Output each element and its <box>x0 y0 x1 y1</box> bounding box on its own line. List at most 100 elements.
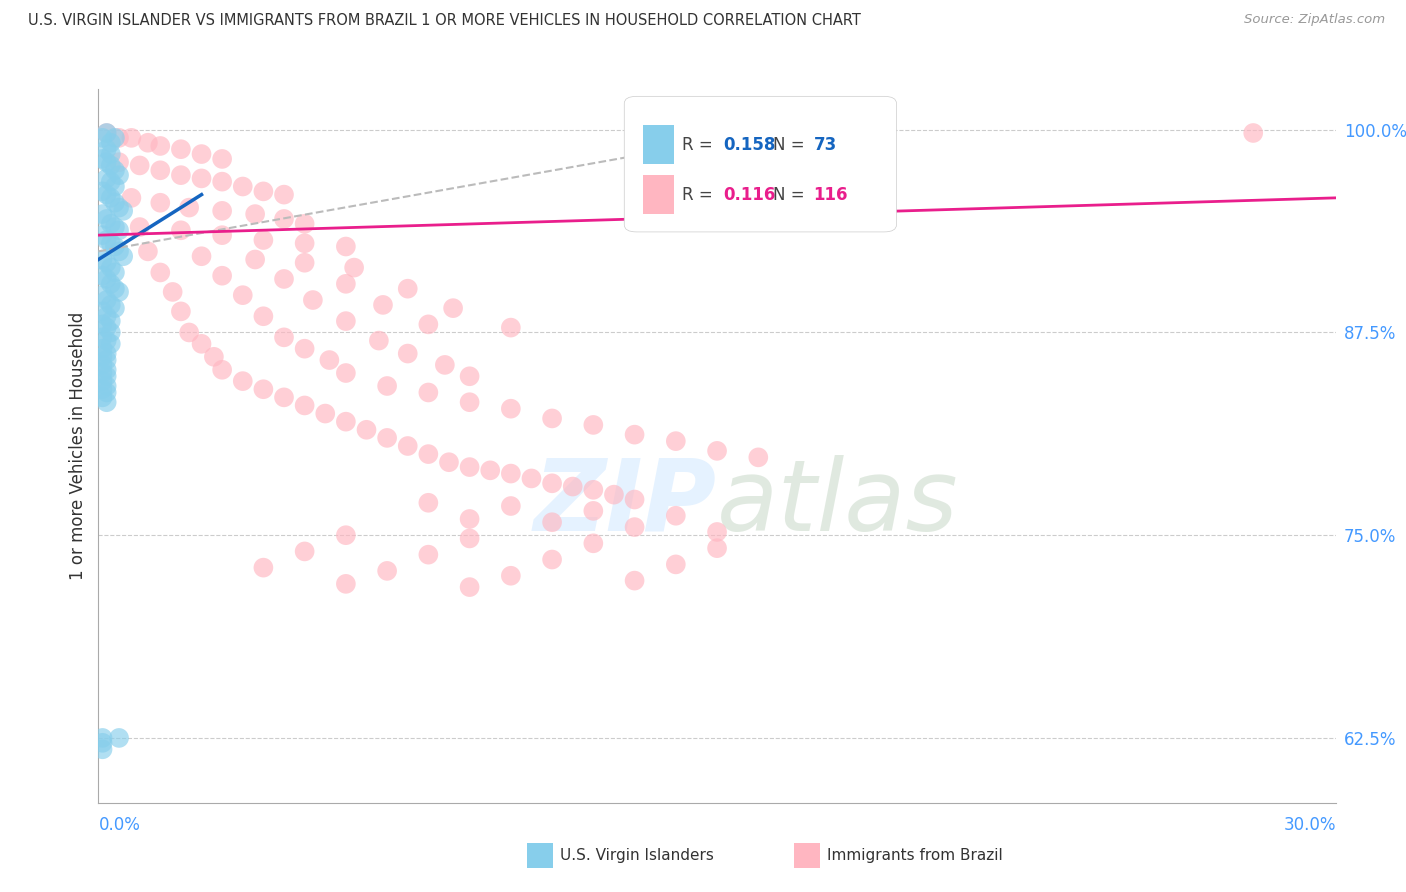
Point <box>706 541 728 556</box>
Point <box>104 282 127 296</box>
Point <box>499 568 522 582</box>
Point <box>108 155 131 169</box>
Point <box>520 471 543 485</box>
Point <box>499 467 522 481</box>
Point <box>108 285 131 299</box>
Point <box>418 496 440 510</box>
Point <box>112 249 135 263</box>
Point <box>371 298 394 312</box>
Point <box>603 488 626 502</box>
Point <box>302 293 325 307</box>
Text: Source: ZipAtlas.com: Source: ZipAtlas.com <box>1244 13 1385 27</box>
Point <box>91 330 114 344</box>
Point <box>343 260 366 275</box>
Point <box>211 363 233 377</box>
Point <box>100 298 122 312</box>
Point <box>108 131 131 145</box>
Point <box>418 318 440 332</box>
Point <box>665 508 688 523</box>
Point <box>294 544 316 558</box>
Point <box>112 203 135 218</box>
FancyBboxPatch shape <box>624 96 897 232</box>
Point <box>623 520 645 534</box>
Point <box>91 736 114 750</box>
Point <box>91 366 114 380</box>
Point <box>243 252 266 267</box>
Point <box>458 369 481 384</box>
Point <box>211 228 233 243</box>
Point <box>273 187 295 202</box>
Point <box>232 179 254 194</box>
Point <box>623 492 645 507</box>
Point <box>211 268 233 283</box>
Point <box>91 228 114 243</box>
Point <box>433 358 456 372</box>
Point <box>294 236 316 251</box>
Point <box>100 191 122 205</box>
Text: 116: 116 <box>814 186 848 203</box>
Point <box>104 301 127 315</box>
Point <box>441 301 464 315</box>
Point <box>104 265 127 279</box>
Point <box>91 252 114 267</box>
Point <box>458 580 481 594</box>
Point <box>96 155 118 169</box>
Point <box>418 447 440 461</box>
Point <box>100 136 122 150</box>
Point <box>91 742 114 756</box>
Point <box>104 195 127 210</box>
Point <box>243 207 266 221</box>
Text: 0.158: 0.158 <box>723 136 776 153</box>
Point <box>100 147 122 161</box>
Point <box>100 158 122 172</box>
Point <box>252 233 274 247</box>
Point <box>179 201 201 215</box>
Text: Immigrants from Brazil: Immigrants from Brazil <box>827 848 1002 863</box>
Text: R =: R = <box>682 186 718 203</box>
Point <box>96 187 118 202</box>
Point <box>96 346 118 360</box>
Point <box>91 288 114 302</box>
Point <box>96 385 118 400</box>
Point <box>96 126 118 140</box>
Point <box>541 411 564 425</box>
Point <box>91 342 114 356</box>
Point <box>91 268 114 283</box>
Point <box>418 385 440 400</box>
Point <box>273 211 295 226</box>
Point <box>273 390 295 404</box>
Point <box>294 217 316 231</box>
Point <box>91 350 114 364</box>
Point <box>170 142 193 156</box>
Point <box>170 168 193 182</box>
Point <box>108 201 131 215</box>
Point <box>252 185 274 199</box>
Point <box>252 382 274 396</box>
Text: ZIP: ZIP <box>534 455 717 551</box>
Point <box>202 350 225 364</box>
Point <box>100 326 122 340</box>
Point <box>375 431 398 445</box>
Point <box>96 256 118 270</box>
Point <box>318 353 340 368</box>
Point <box>96 395 118 409</box>
Point <box>375 564 398 578</box>
Point <box>211 203 233 218</box>
Text: R =: R = <box>682 136 718 153</box>
Point <box>335 366 357 380</box>
Point <box>100 277 122 291</box>
Point <box>96 293 118 307</box>
Point <box>179 326 201 340</box>
Point <box>396 439 419 453</box>
Point <box>458 512 481 526</box>
Point <box>96 126 118 140</box>
Point <box>314 407 336 421</box>
Point <box>91 358 114 372</box>
Point <box>479 463 502 477</box>
Point <box>91 318 114 332</box>
Point <box>541 552 564 566</box>
Point <box>108 168 131 182</box>
Point <box>149 195 172 210</box>
Point <box>100 217 122 231</box>
Point <box>499 401 522 416</box>
